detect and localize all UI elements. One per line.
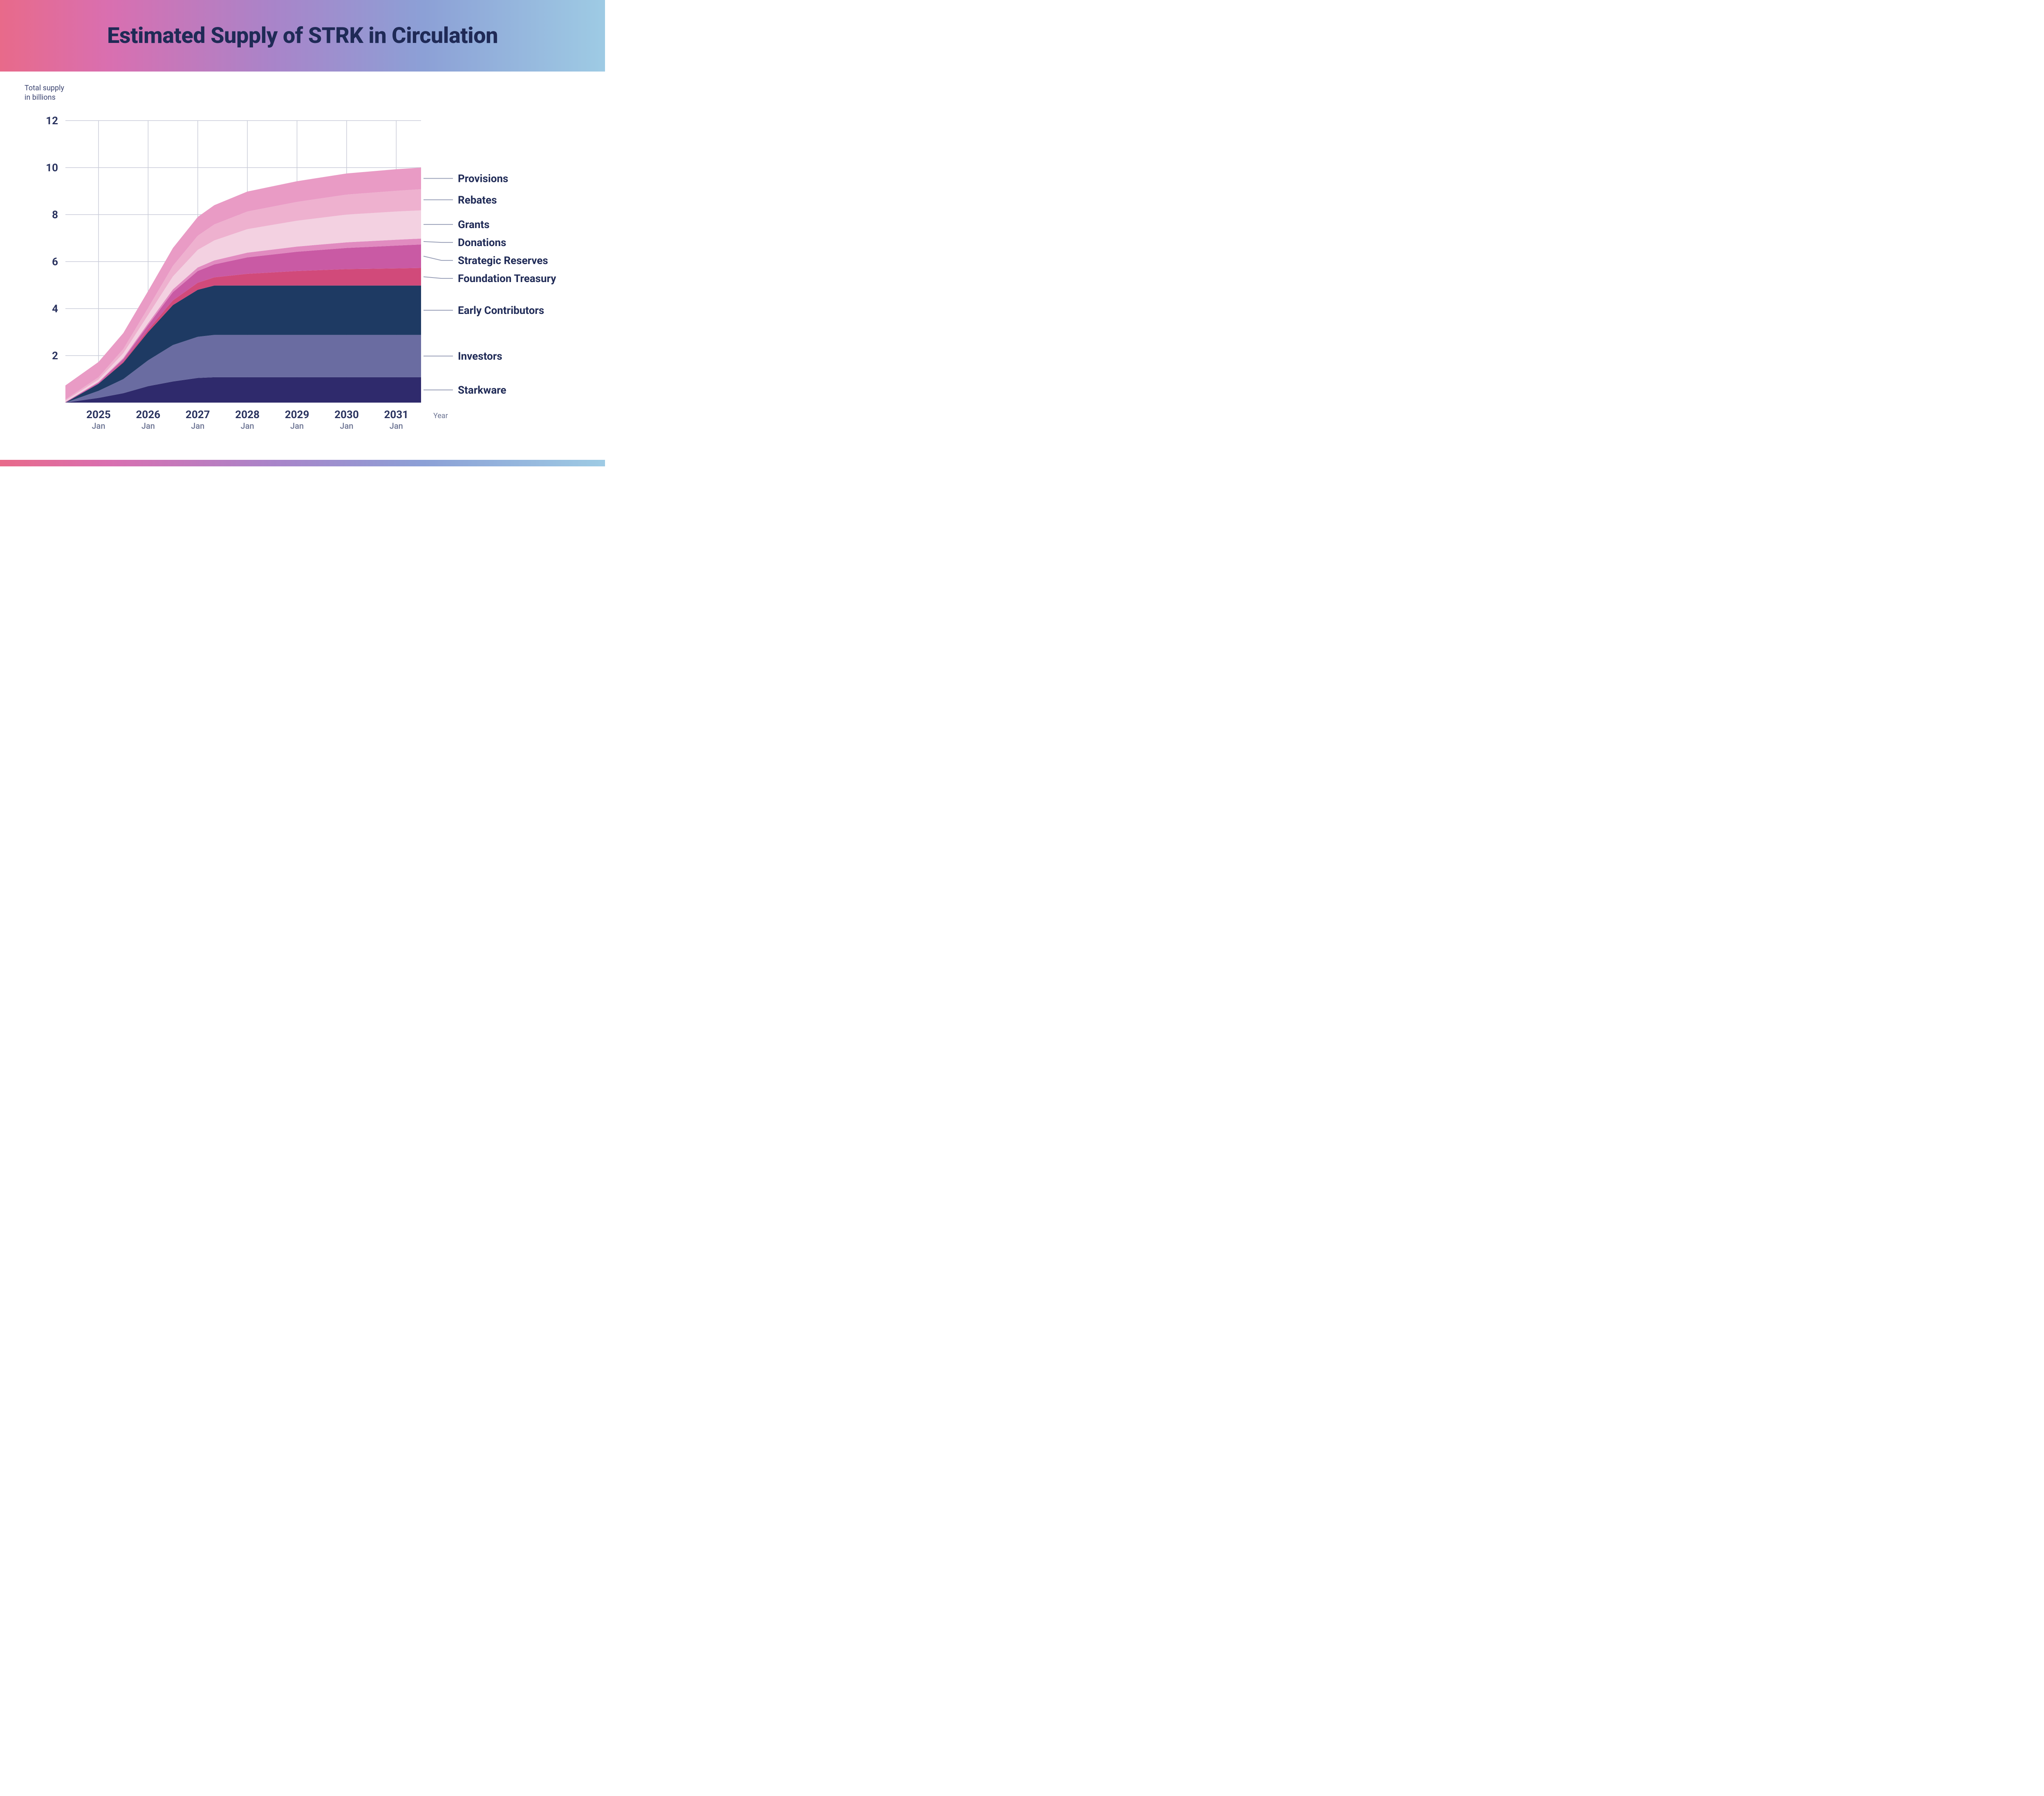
svg-text:2028: 2028 [235, 409, 260, 421]
legend-item-foundation-treasury: Foundation Treasury [424, 273, 556, 285]
svg-text:6: 6 [52, 256, 58, 268]
stacked-area-chart: 246810122025Jan2026Jan2027Jan2028Jan2029… [16, 84, 589, 443]
svg-text:Donations: Donations [458, 237, 506, 249]
x-tick: 2029Jan [285, 409, 309, 431]
x-tick: 2031Jan [384, 409, 408, 431]
legend-item-grants: Grants [424, 219, 489, 231]
svg-text:10: 10 [46, 162, 58, 174]
svg-text:8: 8 [52, 209, 58, 221]
y-tick: 8 [52, 209, 58, 221]
svg-text:2: 2 [52, 350, 58, 362]
svg-text:2031: 2031 [384, 409, 408, 421]
legend-item-strategic-reserves: Strategic Reserves [424, 255, 548, 267]
header-band: Estimated Supply of STRK in Circulation [0, 0, 605, 72]
svg-text:Jan: Jan [141, 421, 155, 431]
svg-text:2025: 2025 [86, 409, 111, 421]
legend-item-provisions: Provisions [424, 172, 508, 185]
y-tick: 6 [52, 256, 58, 268]
svg-text:4: 4 [52, 303, 58, 315]
y-tick: 12 [46, 115, 58, 127]
y-tick: 4 [52, 303, 58, 315]
legend-item-donations: Donations [424, 237, 506, 249]
legend-item-starkware: Starkware [424, 384, 506, 396]
y-tick: 2 [52, 350, 58, 362]
y-tick: 10 [46, 162, 58, 174]
svg-text:Investors: Investors [458, 350, 502, 363]
svg-text:Jan: Jan [390, 421, 403, 431]
svg-text:12: 12 [46, 115, 58, 127]
svg-text:Starkware: Starkware [458, 384, 506, 396]
svg-text:Early Contributors: Early Contributors [458, 305, 544, 317]
x-tick: 2026Jan [136, 409, 161, 431]
svg-text:Jan: Jan [340, 421, 353, 431]
svg-text:Strategic Reserves: Strategic Reserves [458, 255, 548, 267]
y-axis-caption: Total supplyin billions [25, 84, 64, 102]
svg-text:Foundation Treasury: Foundation Treasury [458, 273, 556, 285]
svg-text:Jan: Jan [290, 421, 304, 431]
legend-item-rebates: Rebates [424, 194, 497, 206]
svg-text:2030: 2030 [334, 409, 359, 421]
svg-text:2027: 2027 [186, 409, 210, 421]
x-tick: 2027Jan [186, 409, 210, 431]
legend-item-early-contributors: Early Contributors [424, 305, 544, 317]
svg-text:2026: 2026 [136, 409, 161, 421]
svg-text:Grants: Grants [458, 219, 489, 231]
svg-text:Jan: Jan [92, 421, 105, 431]
svg-text:Rebates: Rebates [458, 194, 497, 206]
x-tick: 2030Jan [334, 409, 359, 431]
svg-text:Jan: Jan [191, 421, 204, 431]
chart-container: Total supplyin billions 246810122025Jan2… [0, 72, 605, 443]
svg-text:Jan: Jan [241, 421, 254, 431]
svg-text:2029: 2029 [285, 409, 309, 421]
x-axis-caption: Year [433, 412, 448, 420]
x-tick: 2028Jan [235, 409, 260, 431]
legend-item-investors: Investors [424, 350, 502, 363]
footer-band [0, 460, 605, 466]
page-title: Estimated Supply of STRK in Circulation [107, 23, 498, 49]
x-tick: 2025Jan [86, 409, 111, 431]
svg-text:Provisions: Provisions [458, 172, 508, 185]
